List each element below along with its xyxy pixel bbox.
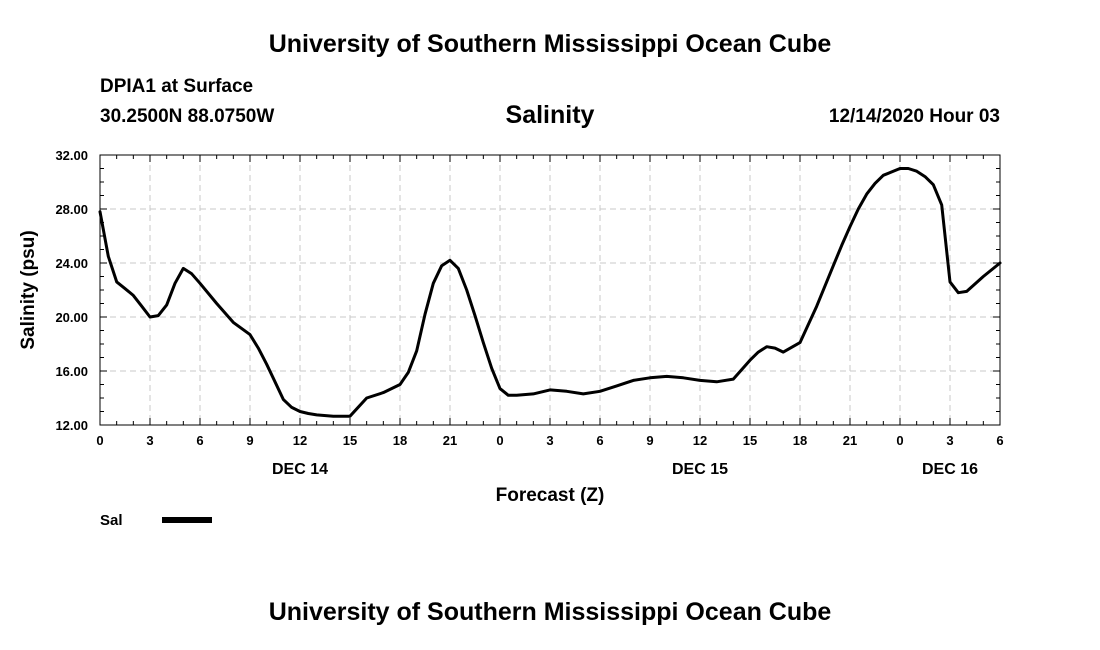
- series-line-sal: [98, 167, 1002, 418]
- x-tick-label: 6: [996, 433, 1003, 448]
- y-tick-label: 28.00: [55, 202, 88, 217]
- x-tick-label: 9: [646, 433, 653, 448]
- legend-swatch: [162, 517, 212, 523]
- legend-label: Sal: [100, 512, 123, 529]
- x-tick-label: 3: [146, 433, 153, 448]
- y-tick-label: 24.00: [55, 256, 88, 271]
- x-tick-label: 6: [596, 433, 603, 448]
- x-tick-label: 21: [843, 433, 857, 448]
- x-tick-label: 21: [443, 433, 457, 448]
- x-tick-label: 15: [343, 433, 357, 448]
- footer-title: University of Southern Mississippi Ocean…: [268, 598, 832, 626]
- x-axis-label: Forecast (Z): [496, 485, 605, 506]
- parameter-title: Salinity: [505, 101, 595, 129]
- station-label: DPIA1 at Surface: [100, 76, 254, 97]
- day-label: DEC 16: [922, 461, 978, 478]
- y-tick-label: 12.00: [55, 418, 88, 433]
- x-tick-label: 0: [496, 433, 503, 448]
- x-tick-label: 0: [896, 433, 903, 448]
- day-label: DEC 14: [272, 461, 328, 478]
- x-tick-label: 3: [546, 433, 553, 448]
- y-axis-label: Salinity (psu): [18, 230, 39, 349]
- x-tick-label: 15: [743, 433, 757, 448]
- forecast-datetime: 12/14/2020 Hour 03: [828, 106, 1000, 127]
- x-tick-label: 18: [793, 433, 807, 448]
- x-tick-label: 12: [693, 433, 707, 448]
- chart-title: University of Southern Mississippi Ocean…: [268, 30, 832, 58]
- day-label: DEC 15: [672, 461, 728, 478]
- y-tick-label: 32.00: [55, 148, 88, 163]
- x-tick-label: 9: [246, 433, 253, 448]
- y-tick-label: 16.00: [55, 364, 88, 379]
- x-tick-label: 6: [196, 433, 203, 448]
- x-tick-label: 3: [946, 433, 953, 448]
- x-tick-label: 0: [96, 433, 103, 448]
- y-tick-label: 20.00: [55, 310, 88, 325]
- coordinates-label: 30.2500N 88.0750W: [100, 106, 275, 127]
- x-tick-label: 18: [393, 433, 407, 448]
- x-tick-label: 12: [293, 433, 307, 448]
